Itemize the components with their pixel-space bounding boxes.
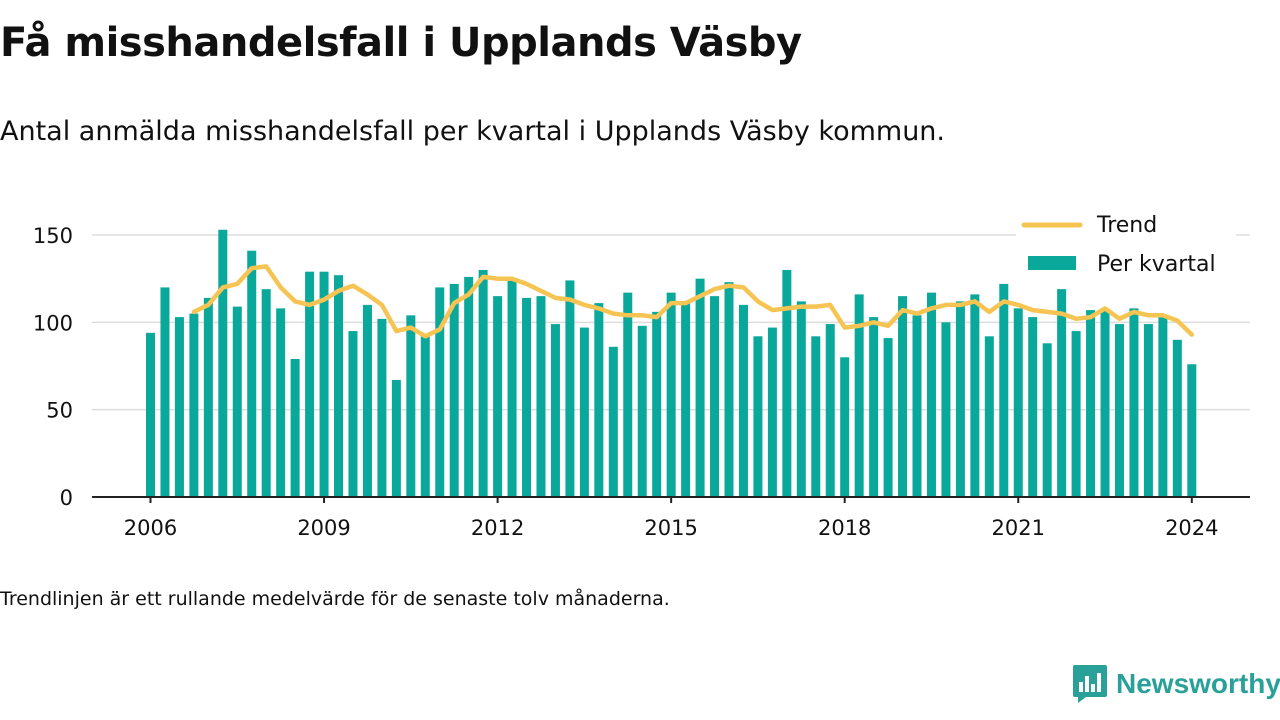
bar xyxy=(869,317,879,497)
legend-label-trend: Trend xyxy=(1096,213,1157,238)
brand-name: Newsworthy xyxy=(1116,668,1280,699)
chart-area: 0 50 100 150 2006 2009 2012 2015 2018 2021 2024 Tr… xyxy=(33,210,1250,540)
x-tick-label: 2018 xyxy=(818,516,871,540)
y-tick-label: 100 xyxy=(33,311,73,335)
bar xyxy=(218,229,228,497)
bar xyxy=(970,294,980,497)
bar xyxy=(637,325,647,497)
x-tick-label: 2009 xyxy=(297,516,350,540)
bar xyxy=(247,250,257,497)
bar xyxy=(941,322,951,497)
x-tick-label: 2024 xyxy=(1165,516,1218,540)
bar xyxy=(189,313,199,497)
bar xyxy=(507,280,517,497)
bar xyxy=(898,296,908,497)
chart-subtitle: Antal anmälda misshandelsfall per kvarta… xyxy=(0,116,945,147)
bar xyxy=(1028,317,1038,497)
bar xyxy=(1143,324,1153,497)
legend-label-bar: Per kvartal xyxy=(1097,252,1216,277)
bar xyxy=(174,317,184,497)
axes: 0 50 100 150 2006 2009 2012 2015 2018 2021 2024 xyxy=(33,224,1250,540)
bar xyxy=(1114,324,1124,497)
brand-logo[interactable]: Newsworthy xyxy=(1072,664,1280,704)
bar xyxy=(1100,310,1110,497)
bar xyxy=(1086,310,1096,497)
bar xyxy=(1042,343,1052,497)
bar xyxy=(1172,339,1182,497)
bar xyxy=(608,346,618,497)
bar xyxy=(565,280,575,497)
footnote: Trendlinjen är ett rullande medelvärde f… xyxy=(0,588,670,610)
bar xyxy=(984,336,994,497)
bar xyxy=(203,297,213,497)
bar xyxy=(796,301,806,497)
bar xyxy=(406,315,416,497)
bar xyxy=(854,294,864,497)
newsworthy-logo-icon xyxy=(1073,665,1107,703)
bar xyxy=(362,304,372,497)
chart-title: Få misshandelsfall i Upplands Väsby xyxy=(0,20,802,66)
bar xyxy=(1158,317,1168,497)
bar xyxy=(579,327,589,497)
bar xyxy=(391,379,401,497)
bar xyxy=(623,292,633,497)
bar xyxy=(1071,331,1081,497)
bar xyxy=(955,301,965,497)
bar xyxy=(160,287,170,497)
x-tick-label: 2021 xyxy=(992,516,1045,540)
y-tick-label: 150 xyxy=(33,224,73,248)
bar xyxy=(464,276,474,497)
bar xyxy=(652,311,662,497)
bar xyxy=(840,357,850,497)
bar xyxy=(710,296,720,497)
legend: Trend Per kvartal xyxy=(1016,210,1236,286)
bar xyxy=(1129,308,1139,497)
bar xyxy=(724,282,734,497)
bar xyxy=(550,324,560,497)
y-tick-label: 0 xyxy=(60,486,73,510)
bar xyxy=(912,315,922,497)
bar xyxy=(478,269,488,497)
bar xyxy=(261,289,271,497)
x-tick-label: 2006 xyxy=(124,516,177,540)
trend-series xyxy=(191,264,1195,339)
bar xyxy=(1057,289,1067,497)
bar xyxy=(435,287,445,497)
bar xyxy=(493,296,503,497)
bar xyxy=(334,275,344,497)
bar xyxy=(276,308,286,497)
bar xyxy=(767,327,777,497)
bar xyxy=(290,359,300,497)
bar xyxy=(449,283,459,497)
bar xyxy=(681,301,691,497)
bar xyxy=(319,271,329,497)
bar xyxy=(753,336,763,497)
bar xyxy=(377,318,387,497)
bar xyxy=(695,278,705,497)
bar xyxy=(666,292,676,497)
bar xyxy=(1013,308,1023,497)
bar xyxy=(738,304,748,497)
bar xyxy=(999,283,1009,497)
bar xyxy=(305,271,315,497)
x-tick-label: 2015 xyxy=(644,516,697,540)
legend-swatch-bar xyxy=(1028,256,1076,270)
bar-series xyxy=(146,229,1197,497)
y-tick-label: 50 xyxy=(46,399,73,423)
bar xyxy=(522,297,532,497)
bar xyxy=(825,324,835,497)
bar xyxy=(782,269,792,497)
bar xyxy=(536,296,546,497)
trend-line xyxy=(191,264,1195,339)
bar xyxy=(232,306,242,497)
bar xyxy=(420,336,430,497)
bar xyxy=(1187,364,1197,497)
bar xyxy=(146,332,155,497)
x-tick-label: 2012 xyxy=(471,516,524,540)
bar xyxy=(594,303,604,497)
bar xyxy=(926,292,936,497)
bar xyxy=(883,338,893,497)
bar xyxy=(348,331,358,497)
bar xyxy=(811,336,821,497)
